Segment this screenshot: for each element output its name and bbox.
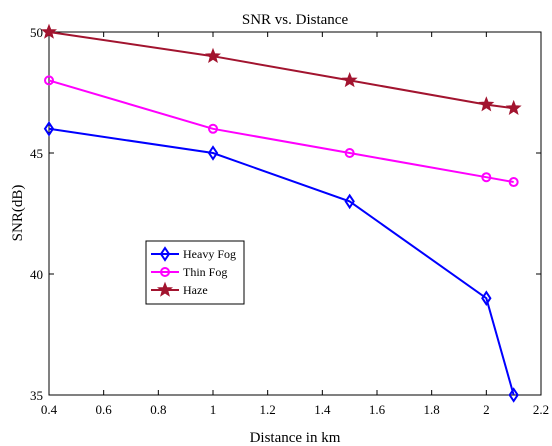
y-tick-label: 45 xyxy=(30,146,43,161)
x-axis-label: Distance in km xyxy=(250,430,341,446)
series-line-heavy-fog xyxy=(48,127,515,396)
x-axis-ticks: 0.4 0.6 0.8 1 1.2 1.4 1.6 1.8 2 2.2 xyxy=(41,32,549,417)
data-point-heavy-fog xyxy=(481,290,492,307)
legend-label-haze: Haze xyxy=(183,283,208,297)
x-tick-label: 0.4 xyxy=(41,402,58,417)
x-tick-label: 1.8 xyxy=(424,402,440,417)
series-line-thin-fog xyxy=(48,79,514,184)
y-tick-label: 35 xyxy=(30,388,43,403)
legend-label-heavy-fog: Heavy Fog xyxy=(183,247,236,261)
data-point-thin-fog xyxy=(44,75,54,86)
legend-marker-heavy-fog xyxy=(159,246,171,262)
axes-box xyxy=(48,31,542,396)
series-heavy-fog xyxy=(43,120,519,403)
x-tick-label: 0.6 xyxy=(96,402,113,417)
x-tick-label: 1.4 xyxy=(314,402,331,417)
data-point-heavy-fog xyxy=(508,387,519,403)
y-tick-label: 50 xyxy=(30,25,43,40)
x-tick-label: 0.8 xyxy=(150,402,166,417)
data-point-thin-fog xyxy=(508,177,519,188)
data-point-thin-fog xyxy=(208,123,218,134)
legend: Heavy Fog Thin Fog Haze xyxy=(145,240,245,305)
series-haze xyxy=(41,23,522,116)
data-point-heavy-fog xyxy=(207,145,219,161)
data-point-thin-fog xyxy=(344,148,355,158)
y-axis-ticks: 35 40 45 50 xyxy=(30,25,541,403)
x-tick-label: 2 xyxy=(483,402,490,417)
x-tick-label: 1.6 xyxy=(369,402,386,417)
chart-title: SNR vs. Distance xyxy=(242,12,349,28)
x-tick-label: 2.2 xyxy=(533,402,549,417)
x-tick-label: 1.2 xyxy=(260,402,276,417)
data-point-haze xyxy=(41,23,57,39)
data-point-heavy-fog xyxy=(344,193,355,210)
x-tick-label: 1 xyxy=(210,402,217,417)
data-point-haze xyxy=(505,99,522,116)
y-tick-label: 40 xyxy=(30,267,43,282)
data-point-heavy-fog xyxy=(43,120,55,137)
legend-marker-thin-fog xyxy=(160,267,170,277)
legend-marker-haze xyxy=(157,281,173,297)
legend-label-thin-fog: Thin Fog xyxy=(183,265,227,279)
series-layer xyxy=(41,23,522,403)
series-thin-fog xyxy=(44,75,519,188)
series-line-haze xyxy=(48,31,514,110)
y-axis-label: SNR(dB) xyxy=(10,185,26,242)
data-point-thin-fog xyxy=(481,172,492,183)
data-point-haze xyxy=(205,47,221,63)
plot-area xyxy=(48,31,542,396)
data-point-haze xyxy=(478,96,495,112)
data-point-haze xyxy=(341,72,358,88)
